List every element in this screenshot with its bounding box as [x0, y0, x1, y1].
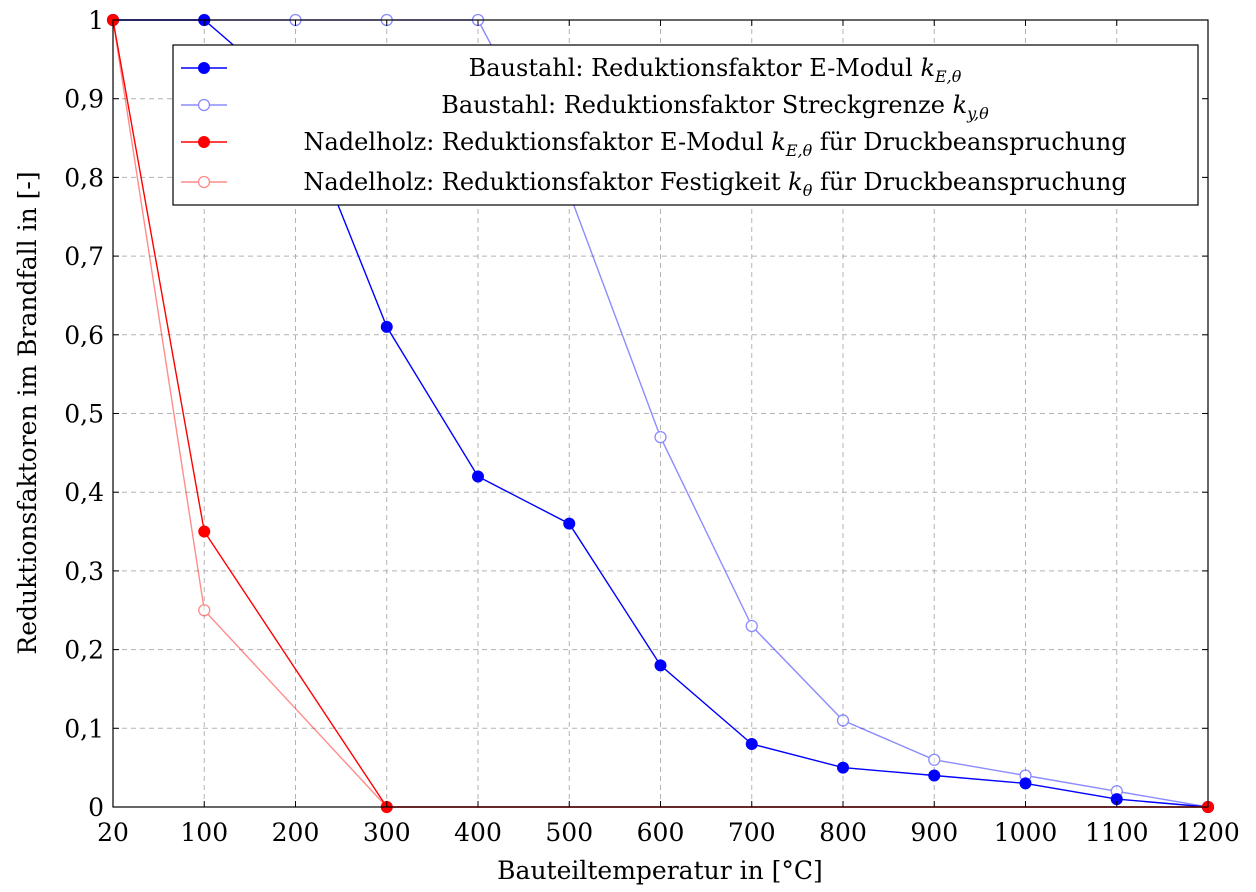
y-tick-label: 0,6 [64, 321, 104, 350]
x-tick-label: 100 [180, 818, 228, 847]
y-tick-label: 0,9 [64, 85, 104, 114]
y-tick-label: 0,5 [64, 400, 104, 429]
x-tick-label: 1100 [1085, 818, 1149, 847]
y-tick-label: 0 [88, 793, 104, 822]
series-1-point [380, 320, 393, 333]
y-tick-label: 0,7 [64, 242, 104, 271]
y-tick-label: 0,8 [64, 163, 104, 192]
legend: Baustahl: Reduktionsfaktor E-Modul kE,θ B… [172, 44, 1199, 206]
x-tick-label: 500 [545, 818, 593, 847]
legend-swatch-marker [197, 175, 211, 189]
series-1-point [654, 659, 667, 672]
x-tick-label: 800 [819, 818, 867, 847]
series-1-point [472, 470, 484, 483]
y-tick-label: 0,4 [64, 478, 104, 507]
y-tick-label: 0,2 [64, 636, 104, 665]
x-axis: 20 100 200 300 400 500 600 700 800 900 1000 1100 120… [97, 20, 1240, 847]
x-tick-label: 400 [454, 818, 502, 847]
y-tick-label: 0,3 [64, 557, 104, 586]
x-tick-label: 600 [637, 818, 685, 847]
legend-swatch-4 [181, 175, 227, 189]
legend-swatch-marker [198, 136, 210, 148]
series-1-point [1019, 777, 1032, 790]
legend-swatch-1 [181, 62, 227, 74]
legend-swatch-marker [198, 62, 210, 74]
series-2-point [654, 430, 667, 444]
legend-swatch-marker [197, 98, 211, 112]
y-axis: 0 0,1 0,2 0,3 0,4 0,5 0,6 0,7 0,8 0,9 1 [64, 6, 1208, 822]
x-axis-label: Bauteiltemperatur in [°C] [497, 856, 823, 885]
series-1-point [745, 738, 758, 751]
series-1-point [837, 761, 849, 774]
x-tick-label: 300 [363, 818, 411, 847]
legend-label-2: Baustahl: Reduktionsfaktor Streckgrenze … [441, 91, 989, 123]
y-tick-label: 0,1 [64, 714, 104, 743]
y-tick-label: 1 [88, 6, 104, 35]
x-tick-label: 200 [272, 818, 320, 847]
legend-label-1: Baustahl: Reduktionsfaktor E-Modul kE,θ [469, 54, 962, 86]
series-1-point [928, 769, 941, 782]
series-2-point [836, 714, 850, 727]
series-1-point [563, 517, 576, 530]
legend-label-4: Nadelholz: Reduktionsfaktor Festigkeit k… [303, 168, 1126, 200]
legend-swatch-3 [181, 136, 227, 148]
y-axis-label: Reduktionsfaktoren im Brandfall in [-] [13, 171, 42, 654]
legend-box [172, 44, 1199, 206]
x-tick-label: 1200 [1176, 818, 1240, 847]
x-tick-label: 900 [910, 818, 958, 847]
x-tick-label: 700 [728, 818, 776, 847]
legend-swatch-2 [181, 98, 227, 112]
series-3-point [198, 525, 211, 538]
series-4-point [198, 604, 211, 617]
x-tick-label: 20 [97, 818, 129, 847]
x-tick-label: 1000 [994, 818, 1058, 847]
series-2-point [928, 753, 941, 766]
series-2-point [745, 619, 758, 633]
legend-label-3: Nadelholz: Reduktionsfaktor E-Modul kE,θ… [303, 128, 1126, 160]
